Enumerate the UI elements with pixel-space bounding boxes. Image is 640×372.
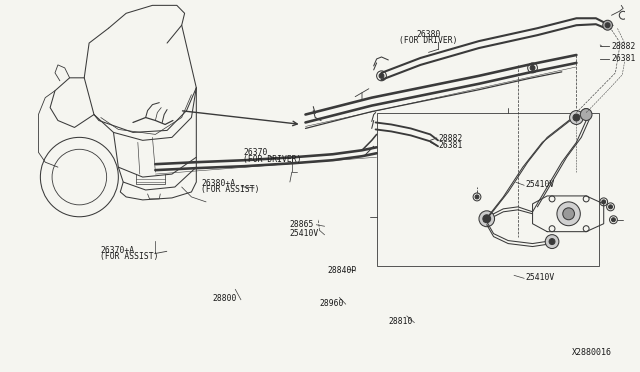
Text: 28800: 28800 [212,294,237,303]
Circle shape [580,109,592,121]
Text: 28882: 28882 [438,134,462,142]
Text: 26370: 26370 [243,148,268,157]
Circle shape [602,200,605,204]
Circle shape [563,208,575,220]
Text: (FOR ASSIST): (FOR ASSIST) [201,185,259,194]
Text: 26381: 26381 [438,141,462,150]
Text: (FOR DRIVER): (FOR DRIVER) [399,36,458,45]
Text: 26381: 26381 [611,54,636,63]
Text: 28810: 28810 [388,317,413,326]
Circle shape [549,238,555,244]
Text: 26370+A: 26370+A [100,246,134,255]
Circle shape [557,202,580,226]
Text: X2880016: X2880016 [572,349,611,357]
Text: (FOR ASSIST): (FOR ASSIST) [100,252,159,262]
Circle shape [379,73,384,78]
Text: 28865: 28865 [289,220,314,229]
Text: (FOR DRIVER): (FOR DRIVER) [243,154,302,164]
Circle shape [479,211,495,227]
Bar [376,113,599,266]
Text: 25410V: 25410V [525,273,555,282]
Circle shape [609,205,612,209]
Circle shape [545,235,559,248]
Text: 26380+A: 26380+A [201,179,235,187]
Text: 25410V: 25410V [289,229,319,238]
Circle shape [603,20,612,30]
Circle shape [605,23,610,28]
Circle shape [573,114,580,121]
Text: 28840P: 28840P [328,266,357,275]
Text: 25410V: 25410V [525,180,555,189]
Text: 28882: 28882 [611,42,636,51]
Text: 28960: 28960 [319,299,344,308]
Circle shape [475,195,479,199]
Circle shape [530,65,535,70]
Circle shape [483,215,491,223]
Circle shape [611,218,616,222]
Circle shape [570,110,583,125]
Text: 26380: 26380 [417,30,441,39]
